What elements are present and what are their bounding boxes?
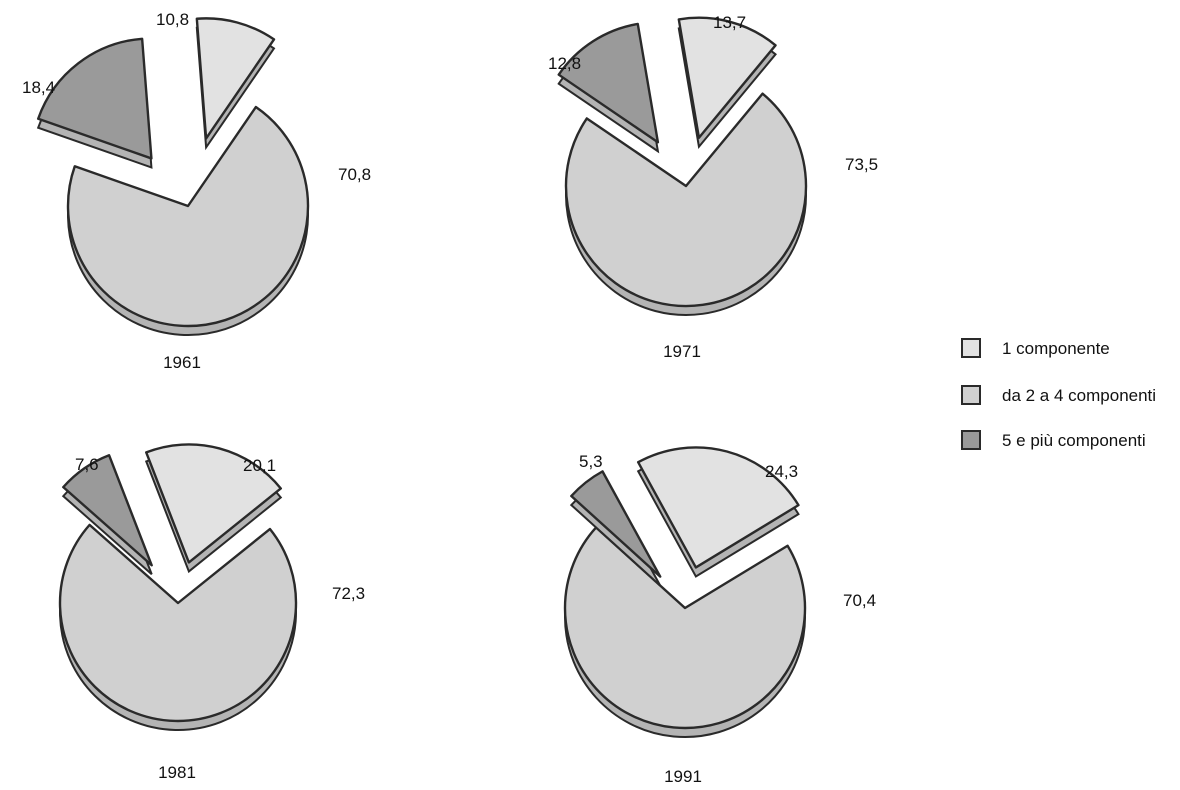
slice-1961-2	[66, 105, 310, 328]
pie-1991: 24,3 70,4 5,3 1991	[563, 446, 876, 786]
legend-swatch-2	[961, 385, 981, 405]
slice-1991-3	[570, 470, 662, 578]
pies-group: 10,8 70,8 18,4 1961 13,7 73,5 12,8 1971 20,1 72,3…	[22, 10, 878, 786]
legend-item-3: 5 e più componenti	[961, 430, 1146, 450]
value-label-1961-2: 70,8	[338, 165, 371, 184]
value-label-1991-2: 70,4	[843, 591, 876, 610]
slice-1991-2	[563, 526, 807, 730]
slice-1981-2	[58, 523, 298, 723]
slice-1991-1	[636, 446, 800, 569]
year-label-1981: 1981	[158, 763, 196, 782]
value-label-1971-2: 73,5	[845, 155, 878, 174]
legend-label-3: 5 e più componenti	[1002, 431, 1146, 450]
value-label-1961-1: 10,8	[156, 10, 189, 29]
year-label-1961: 1961	[163, 353, 201, 372]
value-label-1961-3: 18,4	[22, 78, 55, 97]
pie-1971: 13,7 73,5 12,8 1971	[548, 13, 878, 361]
slice-1971-2	[564, 92, 808, 308]
slice-1981-1	[145, 443, 283, 564]
legend-item-2: da 2 a 4 componenti	[961, 385, 1156, 405]
value-label-1991-3: 5,3	[579, 452, 603, 471]
year-label-1971: 1971	[663, 342, 701, 361]
legend-item-1: 1 componente	[961, 338, 1110, 358]
value-label-1991-1: 24,3	[765, 462, 798, 481]
value-label-1981-3: 7,6	[75, 455, 99, 474]
legend-swatch-3	[961, 430, 981, 450]
slice-1961-3	[36, 37, 153, 160]
slice-1971-1	[677, 16, 777, 139]
value-label-1981-1: 20,1	[243, 456, 276, 475]
pie-1961: 10,8 70,8 18,4 1961	[22, 10, 371, 372]
legend: 1 componente da 2 a 4 componenti 5 e più c…	[961, 338, 1156, 450]
legend-label-2: da 2 a 4 componenti	[1002, 386, 1156, 405]
pie-1981: 20,1 72,3 7,6 1981	[58, 443, 365, 782]
slice-1971-3	[557, 22, 660, 144]
value-label-1971-3: 12,8	[548, 54, 581, 73]
value-label-1971-1: 13,7	[713, 13, 746, 32]
slice-1961-1	[195, 17, 276, 140]
year-label-1991: 1991	[664, 767, 702, 786]
legend-label-1: 1 componente	[1002, 339, 1110, 358]
slice-1981-3	[62, 454, 153, 567]
legend-swatch-1	[961, 338, 981, 358]
value-label-1981-2: 72,3	[332, 584, 365, 603]
